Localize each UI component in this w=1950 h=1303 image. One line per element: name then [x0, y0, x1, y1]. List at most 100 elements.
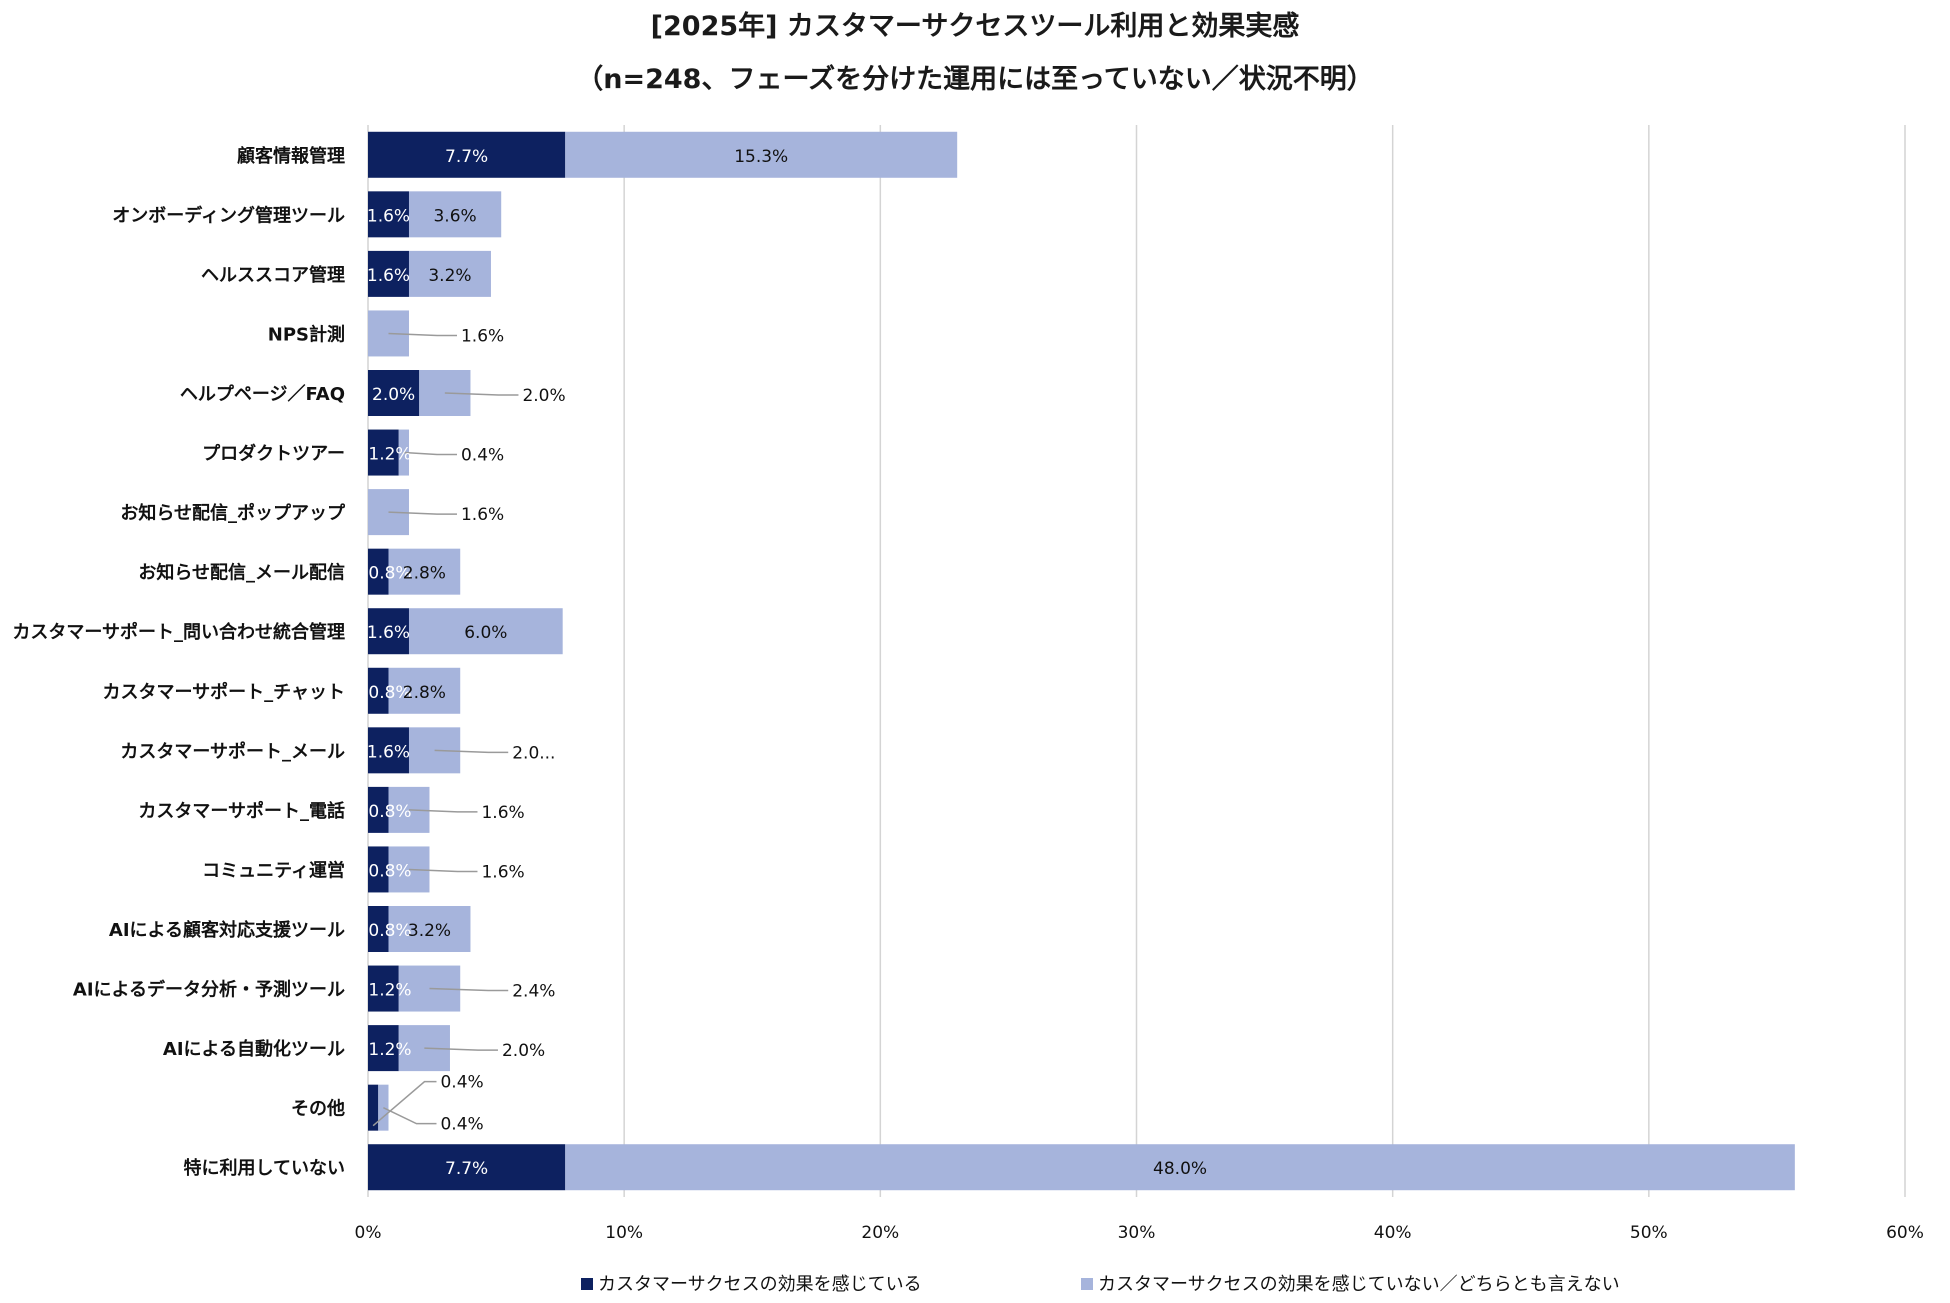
category-label: 顧客情報管理 — [237, 145, 345, 167]
data-label-positive: 0.4% — [440, 1073, 483, 1093]
bar-positive — [368, 786, 389, 833]
leader-line — [383, 1106, 437, 1125]
data-label-neutral: 0.4% — [461, 446, 504, 466]
bar-positive — [368, 906, 389, 952]
bar-positive — [368, 548, 389, 595]
data-label-neutral: 0.4% — [440, 1115, 483, 1135]
legend-swatch-neutral — [1081, 1278, 1093, 1290]
bar-positive — [368, 965, 399, 1012]
x-tick-label: 10% — [605, 1223, 643, 1243]
category-label: NPS計測 — [268, 323, 345, 345]
legend: カスタマーサクセスの効果を感じている カスタマーサクセスの効果を感じていない／ど… — [581, 1274, 1620, 1295]
x-axis-ticks: 0% 10% 20% 30% 40% 50% 60% — [355, 1223, 1924, 1243]
data-label-neutral: 2.8% — [403, 683, 446, 703]
category-label: ヘルプページ／FAQ — [180, 383, 345, 405]
data-label-positive: 1.6% — [367, 266, 410, 286]
data-label-neutral: 2.0% — [522, 386, 565, 406]
legend-label-positive: カスタマーサクセスの効果を感じている — [598, 1274, 922, 1295]
leader-line — [429, 987, 509, 992]
category-label: その他 — [291, 1098, 345, 1120]
category-label: カスタマーサポート_メール — [120, 740, 345, 762]
bar-neutral — [388, 667, 461, 714]
category-label: カスタマーサポート_電話 — [138, 800, 345, 822]
data-label-neutral: 6.0% — [464, 623, 507, 643]
data-labels: 7.7% 15.3% 1.6% 3.6% 1.6% 3.2% 1.6% 2.0% 2.0% 1.2… — [367, 147, 1207, 1179]
data-label-positive: 2.0% — [372, 385, 415, 405]
bar-neutral — [565, 131, 958, 178]
bar-positive — [368, 846, 389, 893]
category-label: コミュニティ運営 — [202, 859, 345, 881]
data-label-neutral: 15.3% — [734, 147, 788, 167]
category-label: プロダクトツアー — [202, 443, 345, 465]
bar-positive — [368, 191, 409, 238]
bar-neutral — [408, 250, 491, 297]
bar-positive — [368, 429, 399, 476]
data-label-neutral: 3.6% — [433, 206, 476, 226]
bar-neutral — [408, 191, 502, 238]
data-label-neutral: 2.0... — [512, 743, 555, 763]
data-label-neutral: 3.2% — [408, 921, 451, 941]
bar-neutral — [408, 608, 563, 655]
data-label-neutral: 1.6% — [461, 505, 504, 525]
data-label-positive: 1.2% — [368, 445, 411, 465]
leader-line — [434, 749, 509, 754]
data-label-neutral: 2.0% — [502, 1041, 545, 1061]
leader-line — [424, 1047, 498, 1051]
data-label-positive: 7.7% — [445, 147, 488, 167]
data-label-positive: 1.2% — [368, 981, 411, 1001]
data-label-positive: 1.6% — [367, 206, 410, 226]
category-label: お知らせ配信_ポップアップ — [120, 502, 346, 524]
legend-label-neutral: カスタマーサクセスの効果を感じていない／どちらとも言えない — [1098, 1274, 1620, 1295]
leader-line — [388, 511, 457, 515]
data-label-neutral: 1.6% — [481, 862, 524, 882]
x-tick-label: 60% — [1886, 1223, 1924, 1243]
data-label-neutral: 1.6% — [461, 326, 504, 346]
category-label: カスタマーサポート_チャット — [103, 681, 345, 703]
leader-line — [408, 868, 478, 873]
data-label-positive: 1.2% — [368, 1040, 411, 1060]
data-label-positive: 1.6% — [367, 623, 410, 643]
x-tick-label: 30% — [1118, 1223, 1156, 1243]
bar-positive — [368, 131, 566, 178]
bar-positive — [368, 608, 409, 655]
bar-positive — [368, 667, 389, 714]
bar-positive — [368, 1025, 399, 1072]
data-label-neutral: 1.6% — [481, 803, 524, 823]
x-tick-label: 20% — [861, 1223, 899, 1243]
data-label-neutral: 2.4% — [512, 982, 555, 1002]
leader-line — [444, 392, 519, 396]
bar-positive — [368, 1084, 379, 1131]
category-label: ヘルススコア管理 — [201, 264, 345, 286]
data-label-neutral: 3.2% — [428, 266, 471, 286]
data-label-positive: 0.8% — [368, 683, 411, 703]
leader-line — [403, 451, 457, 456]
category-label: AIによる自動化ツール — [163, 1038, 345, 1060]
leader-lines — [372, 332, 519, 1127]
bar-neutral — [565, 1144, 1795, 1191]
bar-positive — [368, 727, 409, 774]
bar-neutral — [388, 906, 471, 952]
bars — [368, 131, 1795, 1191]
data-label-positive: 0.8% — [368, 564, 411, 584]
category-label: オンボーディング管理ツール — [112, 204, 345, 226]
bar-positive — [368, 250, 409, 297]
chart-title: [2025年] カスタマーサクセスツール利用と効果実感 — [651, 10, 1300, 42]
data-label-neutral: 2.8% — [403, 564, 446, 584]
category-label: お知らせ配信_メール配信 — [138, 562, 345, 584]
legend-swatch-positive — [581, 1278, 593, 1290]
leader-line — [388, 332, 457, 337]
category-label: 特に利用していない — [184, 1157, 345, 1179]
x-tick-label: 0% — [355, 1223, 382, 1243]
bar-positive — [368, 370, 420, 416]
data-label-positive: 7.7% — [445, 1159, 488, 1179]
leader-line — [408, 809, 478, 813]
bar-positive — [368, 1144, 566, 1191]
x-tick-label: 50% — [1630, 1223, 1668, 1243]
data-label-positive: 0.8% — [368, 802, 411, 822]
data-label-positive: 0.8% — [368, 861, 411, 881]
data-label-neutral: 48.0% — [1153, 1159, 1207, 1179]
data-label-positive: 1.6% — [367, 742, 410, 762]
category-label: AIによる顧客対応支援ツール — [109, 919, 345, 941]
